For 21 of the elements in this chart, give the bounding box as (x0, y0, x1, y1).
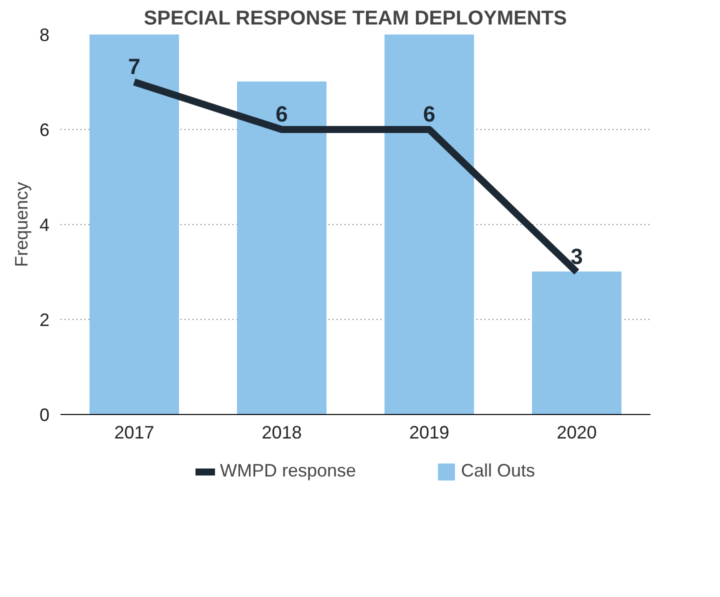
x-tick-label: 2019 (409, 422, 450, 442)
y-tick-label: 2 (39, 310, 50, 330)
x-tick-label: 2017 (114, 422, 154, 442)
y-axis-title: Frequency (11, 182, 32, 268)
data-label: 6 (423, 102, 436, 126)
data-label: 3 (570, 244, 583, 269)
x-tick-label: 2018 (262, 422, 302, 442)
y-tick-label: 4 (39, 215, 50, 235)
x-tick-label: 2020 (556, 422, 597, 442)
legend-label: WMPD response (220, 460, 356, 482)
bar (237, 82, 326, 414)
y-tick-label: 0 (39, 405, 50, 425)
bar (384, 34, 474, 414)
y-tick-label: 6 (39, 120, 50, 140)
y-tick-label: 8 (39, 25, 50, 45)
bar (90, 34, 179, 414)
bar (532, 272, 622, 414)
data-label: 7 (128, 54, 140, 79)
data-label: 6 (276, 102, 288, 126)
chart-title: SPECIAL RESPONSE TEAM DEPLOYMENTS (144, 8, 567, 30)
legend-label: Call Outs (461, 460, 536, 482)
